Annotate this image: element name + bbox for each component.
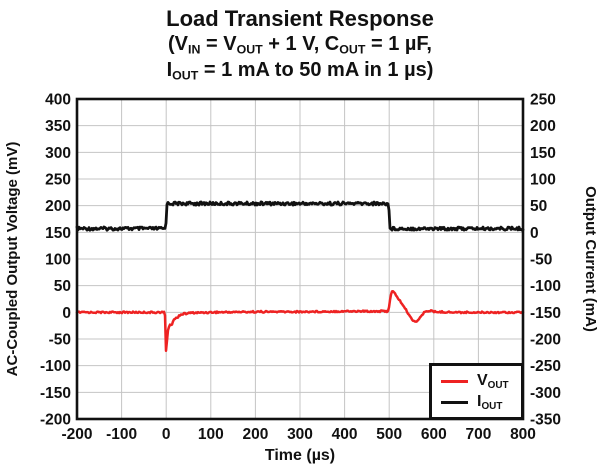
y-left-tick-label: 100 xyxy=(45,252,71,269)
x-tick-label: 800 xyxy=(510,426,536,443)
iout-line-swatch xyxy=(441,400,468,404)
legend-label-iout: IOUT xyxy=(477,393,503,412)
legend-box: VOUT IOUT xyxy=(429,363,524,420)
y-right-tick-label: 100 xyxy=(530,172,556,189)
y-right-axis-title: Output Current (mA) xyxy=(582,186,599,332)
y-left-tick-label: 150 xyxy=(45,225,71,242)
y-right-tick-label: 50 xyxy=(530,198,547,215)
y-right-tick-label: 0 xyxy=(530,225,539,242)
y-left-tick-label: 400 xyxy=(45,92,71,109)
y-left-tick-label: 200 xyxy=(45,198,71,215)
y-right-tick-label: -350 xyxy=(530,412,561,429)
vout-trace xyxy=(75,289,525,353)
y-right-tick-label: -50 xyxy=(530,252,552,269)
y-right-tick-label: 150 xyxy=(530,145,556,162)
y-right-tick-label: -100 xyxy=(530,278,561,295)
y-left-tick-label: -150 xyxy=(40,385,71,402)
y-right-tick-label: 200 xyxy=(530,118,556,135)
chart-subtitle-conditions-1: (VIN = VOUT + 1 V, COUT = 1 µF, xyxy=(168,33,432,57)
y-left-axis-title: AC-Coupled Output Voltage (mV) xyxy=(4,142,21,377)
x-tick-label: 300 xyxy=(287,426,313,443)
x-tick-label: 700 xyxy=(465,426,491,443)
y-right-tick-label: 250 xyxy=(530,92,556,109)
y-left-tick-label: 0 xyxy=(62,305,71,322)
x-tick-label: 100 xyxy=(198,426,224,443)
legend-item-vout: VOUT xyxy=(441,372,521,390)
vout-line-swatch xyxy=(441,379,468,383)
y-right-tick-label: -200 xyxy=(530,332,561,349)
x-tick-label: 200 xyxy=(242,426,268,443)
y-left-tick-label: -50 xyxy=(49,332,71,349)
y-left-tick-label: -100 xyxy=(40,358,71,375)
y-left-tick-label: 350 xyxy=(45,118,71,135)
y-left-tick-label: 300 xyxy=(45,145,71,162)
y-left-tick-label: 50 xyxy=(54,278,71,295)
legend-item-iout: IOUT xyxy=(441,393,521,411)
x-tick-label: 600 xyxy=(421,426,447,443)
y-left-tick-label: 250 xyxy=(45,172,71,189)
chart-title: Load Transient Response xyxy=(166,6,434,31)
iout-trace xyxy=(75,200,525,232)
x-axis-title: Time (µs) xyxy=(265,447,335,464)
y-right-tick-label: -150 xyxy=(530,305,561,322)
legend-label-vout: VOUT xyxy=(477,372,509,391)
x-tick-label: -200 xyxy=(61,426,92,443)
chart-subtitle-conditions-2: IOUT = 1 mA to 50 mA in 1 µs) xyxy=(166,59,434,83)
plot-border xyxy=(75,97,525,421)
x-tick-label: 500 xyxy=(376,426,402,443)
x-tick-label: 400 xyxy=(332,426,358,443)
y-right-tick-label: -300 xyxy=(530,385,561,402)
x-tick-label: 0 xyxy=(162,426,171,443)
x-tick-label: -100 xyxy=(106,426,137,443)
y-left-tick-label: -200 xyxy=(40,412,71,429)
y-right-tick-label: -250 xyxy=(530,358,561,375)
